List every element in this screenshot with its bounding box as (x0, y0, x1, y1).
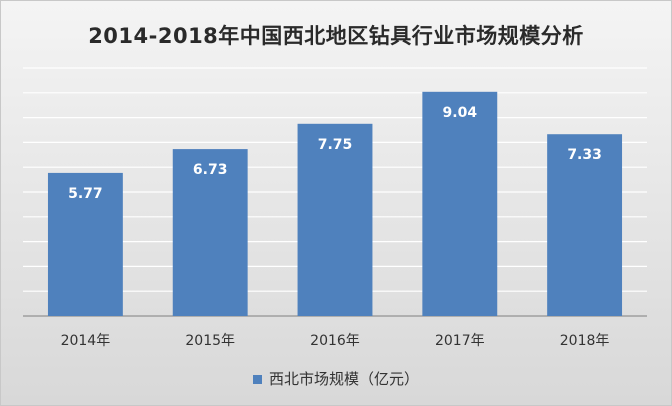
data-label-2: 6.73 (193, 162, 228, 178)
bar-5 (547, 134, 623, 316)
data-label-3: 7.75 (318, 137, 353, 153)
data-label-1: 5.77 (68, 186, 103, 202)
data-label-4: 9.04 (443, 105, 478, 121)
x-tick-label-4: 2017年 (435, 333, 485, 349)
chart-title: 2014-2018年中国西北地区钻具行业市场规模分析 (88, 24, 584, 48)
x-tick-label-5: 2018年 (560, 333, 610, 349)
bar-3 (297, 123, 373, 316)
x-tick-label-3: 2016年 (310, 333, 360, 349)
legend: 西北市场规模（亿元） (0, 368, 672, 389)
legend-label: 西北市场规模（亿元） (268, 370, 419, 388)
legend-swatch (252, 375, 262, 384)
x-tick-label-1: 2014年 (61, 333, 111, 349)
bar-1 (47, 172, 123, 316)
bar-2 (172, 149, 248, 316)
data-label-5: 7.33 (567, 147, 602, 163)
bar-4 (422, 91, 498, 316)
x-tick-label-2: 2015年 (185, 333, 235, 349)
